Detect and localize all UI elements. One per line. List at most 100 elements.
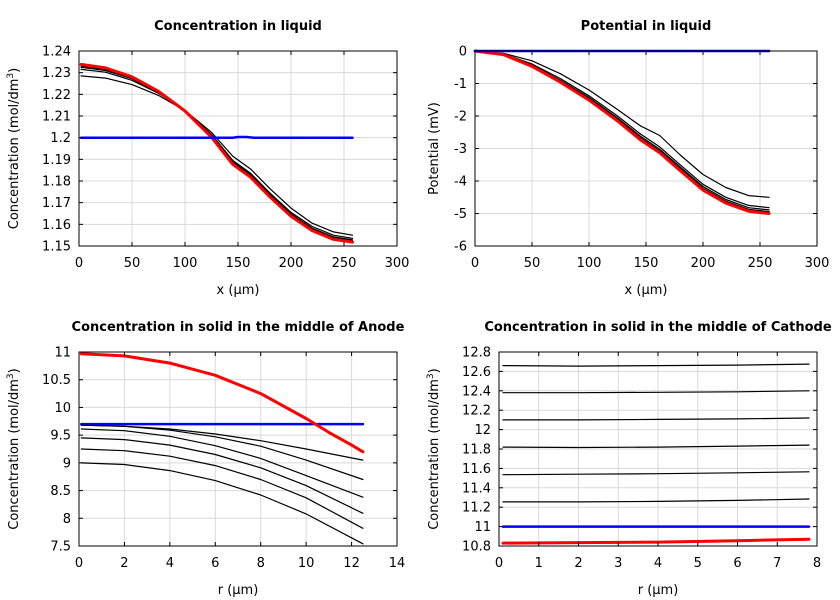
y-axis-label-main: Concentration (mol/dm	[7, 79, 22, 230]
x-tick-label: 8	[813, 556, 821, 571]
y-tick-label: 11	[54, 346, 71, 361]
x-tick-label: 12	[343, 556, 360, 571]
x-tick-label: 1	[535, 556, 543, 571]
y-tick-label: 12.8	[462, 346, 491, 361]
y-tick-label: 9.5	[50, 429, 71, 444]
x-tick-label: 150	[226, 256, 251, 271]
x-tick-label: 300	[805, 256, 830, 271]
series-line-t3	[502, 444, 810, 449]
y-axis-label-main: Concentration (mol/dm	[427, 379, 442, 530]
series-line-t6	[80, 424, 364, 481]
y-tick-label: 1.2	[50, 131, 71, 146]
y-axis-label-tail: )	[7, 368, 22, 373]
y-tick-label: 10.5	[42, 373, 71, 388]
x-tick-label: 200	[691, 256, 716, 271]
y-tick-label: 12.4	[462, 384, 491, 399]
y-tick-label: -1	[454, 77, 467, 92]
x-tick-label: 3	[614, 556, 622, 571]
series-line-t5	[80, 462, 364, 545]
x-tick-label: 6	[211, 556, 219, 571]
y-axis-label: Concentration (mol/dm3)	[6, 368, 22, 530]
y-tick-label: 7.5	[50, 540, 71, 555]
series-line-t5	[502, 390, 810, 394]
chart-panel-4: 0 1 2 3 4 5 6 7 810.81111.211.411.611.81212.212.…	[426, 320, 832, 598]
x-tick-label: 4	[654, 556, 662, 571]
x-tick-label: 300	[385, 256, 410, 271]
y-axis-label-main: Potential (mV)	[427, 102, 442, 195]
series-line-t2	[80, 68, 354, 239]
x-axis-label: r (µm)	[218, 583, 259, 598]
y-tick-label: 1.23	[42, 66, 71, 81]
y-tick-label: -2	[454, 110, 467, 125]
series-line-t1	[474, 50, 770, 198]
y-tick-label: -5	[454, 207, 467, 222]
y-tick-label: 10.8	[462, 540, 491, 555]
chart-panel-1: 0 50 100 150 200 250 300 1.15 1.16 1.17 1.18 1.19 1.…	[6, 19, 409, 298]
series-line-final	[79, 62, 354, 244]
series-line-t6	[502, 363, 810, 367]
plot-frame	[78, 351, 398, 547]
y-tick-label: 8	[63, 512, 71, 527]
series-line-final	[79, 352, 365, 454]
x-tick-label: 7	[773, 556, 781, 571]
y-tick-label: 1.24	[42, 45, 71, 60]
series-line-t1	[80, 75, 354, 236]
y-tick-label: 11.6	[462, 462, 491, 477]
x-tick-label: 50	[524, 256, 541, 271]
y-tick-label: 1.18	[42, 175, 71, 190]
y-tick-label: 11	[474, 520, 491, 535]
y-tick-label: 1.22	[42, 88, 71, 103]
y-axis-label-sup: 3	[426, 373, 436, 379]
x-tick-label: 100	[173, 256, 198, 271]
y-tick-label: 10	[54, 401, 71, 416]
y-tick-label: 9	[63, 456, 71, 471]
y-tick-label: -6	[454, 240, 467, 255]
series-line-t4	[80, 448, 364, 529]
y-tick-label: 12.6	[462, 365, 491, 380]
y-tick-label: 1.16	[42, 218, 71, 233]
x-tick-label: 2	[120, 556, 128, 571]
x-tick-label: 250	[748, 256, 773, 271]
chart-title: Concentration in liquid	[154, 19, 322, 34]
y-axis-label-sup: 3	[6, 73, 16, 79]
x-tick-label: 5	[694, 556, 702, 571]
x-tick-label: 100	[577, 256, 602, 271]
x-tick-label: 50	[124, 256, 141, 271]
series-line-t4	[502, 417, 810, 421]
y-axis-label: Concentration (mol/dm3)	[426, 368, 442, 530]
x-tick-label: 10	[298, 556, 315, 571]
series-line-t2	[80, 428, 364, 498]
y-tick-label: 1.17	[42, 196, 71, 211]
x-tick-label: 14	[389, 556, 406, 571]
series-line-t4	[80, 65, 354, 242]
x-tick-label: 6	[733, 556, 741, 571]
series-line-t3	[474, 50, 770, 211]
x-tick-label: 0	[75, 256, 83, 271]
x-tick-label: 150	[634, 256, 659, 271]
x-tick-label: 200	[279, 256, 304, 271]
series-line-t1	[502, 498, 810, 503]
y-tick-label: 11.8	[462, 443, 491, 458]
series-line-final	[501, 537, 811, 545]
y-tick-label: 8.5	[50, 484, 71, 499]
series-line-t3	[80, 437, 364, 514]
x-axis-label: r (µm)	[638, 583, 679, 598]
series-line-t2	[502, 471, 810, 476]
chart-panel-3: 0 2 4 6 8 10 12 147.588.599.51010.511Concentrat…	[6, 320, 405, 598]
y-tick-label: 12	[474, 423, 491, 438]
x-tick-label: 0	[471, 256, 479, 271]
chart-title: Concentration in solid in the middle of …	[484, 320, 832, 335]
x-tick-label: 0	[75, 556, 83, 571]
x-tick-label: 250	[332, 256, 357, 271]
series-line-t3	[80, 66, 354, 241]
x-tick-label: 0	[495, 556, 503, 571]
x-axis-label: x (µm)	[625, 283, 668, 298]
x-tick-label: 2	[574, 556, 582, 571]
y-tick-label: 0	[459, 45, 467, 60]
y-tick-label: 12.2	[462, 404, 491, 419]
x-tick-label: 8	[257, 556, 265, 571]
y-tick-label: 11.4	[462, 481, 491, 496]
x-axis-label: x (µm)	[217, 283, 260, 298]
y-axis-label: Potential (mV)	[427, 102, 442, 195]
